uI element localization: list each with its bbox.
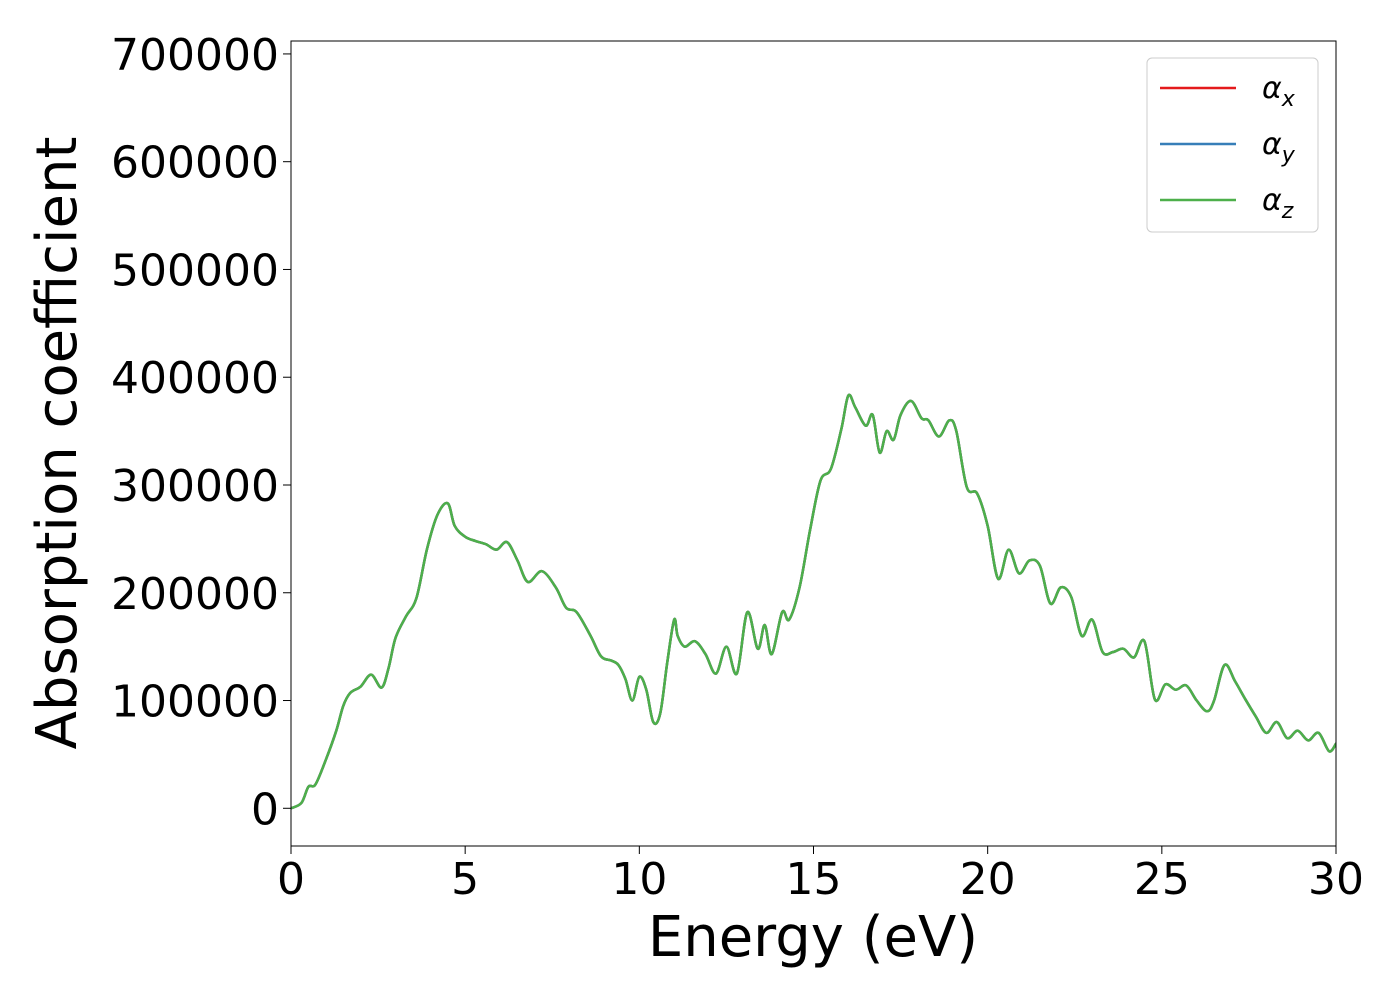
x-axis-label: Energy (eV) <box>648 905 978 970</box>
x-tick-label: 10 <box>611 854 667 905</box>
y-tick-label: 300000 <box>111 461 279 512</box>
x-tick-label: 30 <box>1308 854 1364 905</box>
y-tick-label: 600000 <box>111 138 279 189</box>
y-tick-label: 400000 <box>111 353 279 404</box>
y-tick-label: 200000 <box>111 569 279 620</box>
legend-label-z: αz <box>1262 183 1294 224</box>
x-tick-label: 25 <box>1134 854 1190 905</box>
legend-label-x: αx <box>1262 71 1296 112</box>
series-line-y <box>291 393 1336 810</box>
series-layer <box>291 393 1336 810</box>
x-tick-label: 20 <box>960 854 1016 905</box>
y-axis-label: Absorption coefficient <box>25 137 90 750</box>
x-tick-label: 5 <box>451 854 479 905</box>
legend: αx αy αz <box>1146 57 1319 233</box>
x-tick-label: 15 <box>786 854 842 905</box>
series-line-z <box>291 393 1336 810</box>
y-axis-ticks: 0 100000 200000 300000 400000 500000 600000 700… <box>111 30 291 835</box>
x-axis-ticks: 0 5 10 15 20 25 30 <box>277 846 1364 905</box>
legend-label-y: αy <box>1262 127 1296 168</box>
y-tick-label: 0 <box>251 784 279 835</box>
series-line-x <box>291 393 1336 810</box>
y-tick-label: 500000 <box>111 245 279 296</box>
y-tick-label: 100000 <box>111 677 279 728</box>
y-tick-label: 700000 <box>111 30 279 81</box>
x-tick-label: 0 <box>277 854 305 905</box>
